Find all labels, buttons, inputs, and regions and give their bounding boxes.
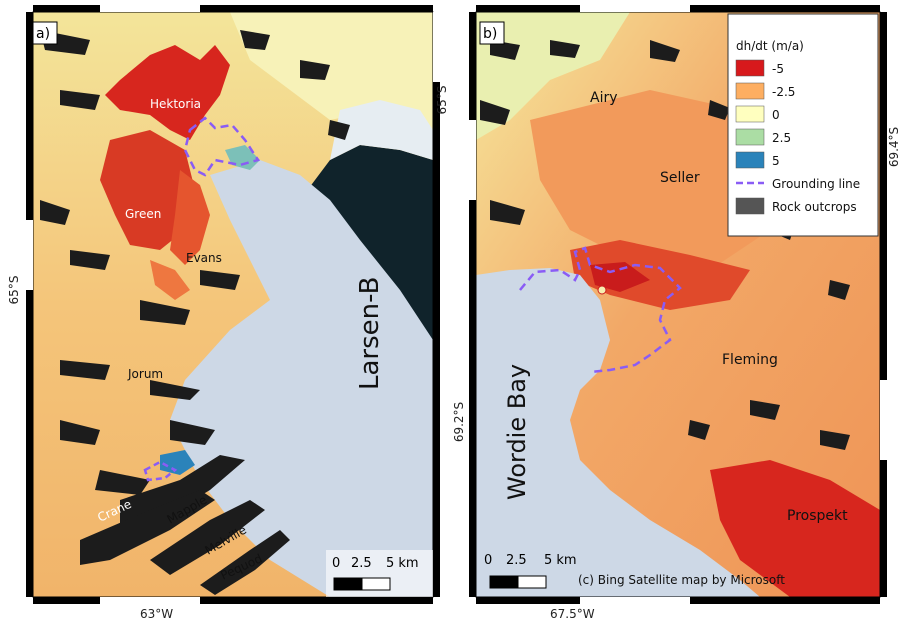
panel-a-lon-label: 63°W xyxy=(140,607,174,621)
panel-b-right-lat: 69.4°S xyxy=(887,126,901,168)
scalebar-b-tick-2: 5 km xyxy=(544,553,577,568)
hektoria-glacier xyxy=(105,45,230,140)
panel-b-tag: b) xyxy=(483,26,497,42)
legend-swatch-2 xyxy=(735,105,765,123)
copyright-text: (c) Bing Satellite map by Microsoft xyxy=(578,573,785,587)
legend-label-3: 2.5 xyxy=(772,131,791,145)
legend-label-6: Rock outcrops xyxy=(772,200,857,214)
panel-a: a) Hektoria Green Evans Jorum Crane Mapp… xyxy=(0,0,450,626)
label-prospekt: Prospekt xyxy=(787,508,848,524)
prospekt-thinning xyxy=(710,460,880,597)
label-seller: Seller xyxy=(660,170,700,186)
panel-b-left-lat: 69.2°S xyxy=(452,401,466,443)
panel-a-tag: a) xyxy=(36,26,50,42)
rock-outcrops xyxy=(40,30,350,595)
panel-b-map: b) Airy Seller Fleming Prospekt Wordie B… xyxy=(469,5,887,604)
legend-swatch-6 xyxy=(735,197,765,215)
fleming-thinning xyxy=(570,240,750,310)
legend-swatch-1 xyxy=(735,82,765,100)
wordie-bay-ice xyxy=(476,268,760,597)
green-glacier xyxy=(100,130,195,250)
scalebar-a-black xyxy=(333,577,363,591)
ice-shelf xyxy=(170,160,433,597)
legend-label-5: Grounding line xyxy=(772,177,860,191)
label-hektoria: Hektoria xyxy=(150,97,201,111)
scalebar-a-tick-2: 5 km xyxy=(386,556,419,571)
grounding-line-a xyxy=(183,116,260,177)
scalebar-a-tick-1: 2.5 xyxy=(351,556,372,571)
panel-b: b) Airy Seller Fleming Prospekt Wordie B… xyxy=(450,0,904,626)
scalebar-b-white xyxy=(517,575,547,589)
legend-label-0: -5 xyxy=(772,62,784,76)
label-airy: Airy xyxy=(590,90,618,106)
legend-swatch-4 xyxy=(735,151,765,169)
legend-swatch-0 xyxy=(735,59,765,77)
panel-a-left-lat: 65°S xyxy=(7,275,21,305)
label-larsen-b: Larsen-B xyxy=(355,277,385,390)
scalebar-a-white xyxy=(361,577,391,591)
panel-a-right-lat: 65°S xyxy=(435,85,449,115)
legend-swatch-3 xyxy=(735,128,765,146)
scalebar-b-tick-0: 0 xyxy=(484,553,492,568)
legend-label-1: -2.5 xyxy=(772,85,795,99)
label-evans: Evans xyxy=(186,251,222,265)
panel-a-map: a) Hektoria Green Evans Jorum Crane Mapp… xyxy=(26,5,440,604)
label-jorum: Jorum xyxy=(127,367,163,381)
legend: dh/dt (m/a) -5 -2.5 0 2.5 5 Grounding line Roc… xyxy=(727,13,879,237)
panel-b-lon-label: 67.5°W xyxy=(550,607,595,621)
scalebar-a-tick-0: 0 xyxy=(332,556,340,571)
legend-label-4: 5 xyxy=(772,154,780,168)
label-wordie-bay: Wordie Bay xyxy=(503,364,531,500)
scalebar-b-black xyxy=(489,575,519,589)
label-fleming: Fleming xyxy=(722,352,778,368)
label-green: Green xyxy=(125,207,161,221)
legend-label-2: 0 xyxy=(772,108,780,122)
scalebar-b-tick-1: 2.5 xyxy=(506,553,527,568)
legend-title: dh/dt (m/a) xyxy=(736,39,804,53)
grounding-line-b xyxy=(519,246,682,374)
